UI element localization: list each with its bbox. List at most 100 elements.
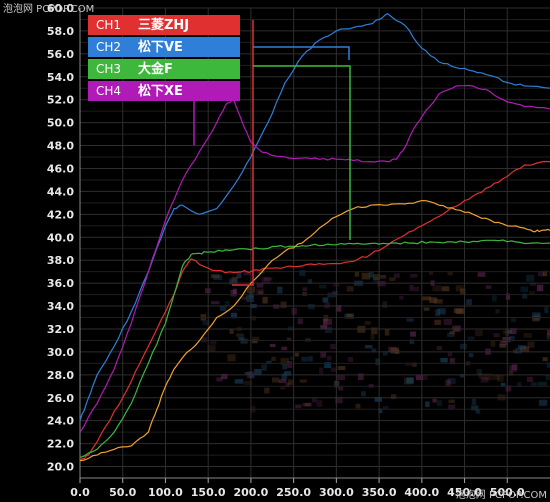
watermark-top: 泡泡网 PCPOP.COM <box>3 4 95 15</box>
noise-cell <box>280 301 287 309</box>
noise-cell <box>264 277 273 281</box>
noise-cell <box>372 277 379 283</box>
noise-cell <box>459 374 465 378</box>
noise-cell <box>435 309 441 317</box>
noise-cell <box>236 333 244 337</box>
noise-cell <box>394 273 400 278</box>
noise-cell <box>437 308 446 315</box>
noise-cell <box>510 318 517 323</box>
noise-cell <box>224 301 230 307</box>
noise-cell <box>294 352 299 357</box>
noise-cell <box>415 374 424 381</box>
noise-cell <box>282 364 288 370</box>
noise-cell <box>320 351 327 358</box>
noise-cell <box>546 362 550 368</box>
noise-cell <box>229 279 234 284</box>
noise-cell <box>324 326 333 333</box>
legend-series-name: 大金F <box>138 61 173 77</box>
noise-cell <box>500 382 506 386</box>
noise-cell <box>320 325 328 330</box>
noise-cell <box>323 319 328 326</box>
noise-cell <box>383 406 389 410</box>
legend-channel-label: CH2 <box>96 40 121 54</box>
noise-cell <box>502 330 509 334</box>
noise-cell <box>547 329 550 336</box>
y-tick-label: 60.0 <box>47 2 74 15</box>
y-tick-label: 22.0 <box>47 438 74 451</box>
noise-cell <box>364 321 371 325</box>
noise-cell <box>332 290 339 295</box>
noise-cell <box>526 376 533 382</box>
noise-cell <box>429 297 438 304</box>
noise-cell <box>529 291 535 295</box>
noise-cell <box>505 385 512 392</box>
noise-cell <box>323 318 332 325</box>
noise-cell <box>299 379 307 383</box>
callout-line <box>253 46 350 60</box>
y-tick-label: 36.0 <box>47 277 74 290</box>
noise-cell <box>261 364 267 371</box>
noise-cell <box>258 290 264 295</box>
noise-cell <box>213 275 223 281</box>
noise-cell <box>382 301 388 308</box>
noise-cell <box>287 361 293 368</box>
noise-cell <box>493 333 500 338</box>
y-tick-label: 56.0 <box>47 48 74 61</box>
noise-cell <box>471 398 477 405</box>
y-tick-label: 24.0 <box>47 415 74 428</box>
noise-cell <box>530 282 536 286</box>
noise-cell <box>234 379 244 384</box>
noise-cell <box>287 326 295 331</box>
y-tick-label: 40.0 <box>47 231 74 244</box>
noise-cell <box>538 271 545 277</box>
noise-cell <box>216 377 223 382</box>
noise-cell <box>480 376 489 383</box>
noise-cell <box>270 343 276 347</box>
noise-cell <box>281 373 288 381</box>
noise-cell <box>384 329 390 336</box>
noise-cell <box>346 286 354 292</box>
noise-cell <box>445 379 451 387</box>
noise-cell <box>380 274 387 279</box>
x-tick-label: 450.0 <box>447 486 482 499</box>
noise-cell <box>542 357 548 362</box>
noise-cell <box>286 337 292 342</box>
noise-cell <box>509 365 517 372</box>
noise-cell <box>425 401 430 408</box>
noise-cell <box>546 333 550 340</box>
noise-cell <box>496 375 504 382</box>
noise-cell <box>441 286 450 292</box>
noise-cell <box>522 293 528 299</box>
noise-cell <box>499 340 508 346</box>
noise-cell <box>517 382 522 387</box>
noise-cell <box>327 356 332 361</box>
noise-cell <box>389 277 396 282</box>
noise-cell <box>308 304 315 310</box>
noise-cell <box>406 318 414 322</box>
noise-cell <box>449 358 455 365</box>
y-tick-label: 28.0 <box>47 369 74 382</box>
y-tick-label: 44.0 <box>47 185 74 198</box>
noise-cell <box>231 276 238 283</box>
noise-cell <box>409 284 414 292</box>
noise-cell <box>271 356 276 362</box>
noise-cell <box>334 381 340 388</box>
noise-cell <box>266 360 272 365</box>
y-tick-label: 48.0 <box>47 140 74 153</box>
noise-cell <box>202 320 210 326</box>
noise-cell <box>432 398 437 403</box>
legend-entry-box <box>88 81 240 101</box>
noise-cell <box>201 337 207 343</box>
noise-cell <box>447 352 453 357</box>
noise-cell <box>330 344 336 350</box>
noise-cell <box>460 343 467 350</box>
noise-cell <box>409 339 415 344</box>
noise-cell <box>291 308 297 315</box>
noise-cell <box>477 272 486 277</box>
noise-cell <box>281 346 288 351</box>
noise-cell <box>476 369 482 375</box>
series-line-ch4 <box>79 84 550 433</box>
noise-cell <box>432 285 442 292</box>
series-line-ch1 <box>79 160 550 462</box>
noise-cell <box>311 398 317 403</box>
